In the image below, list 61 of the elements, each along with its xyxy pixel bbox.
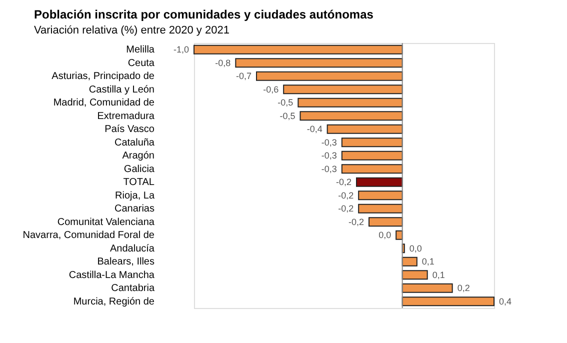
y-tick-label: Comunitat Valenciana	[57, 216, 155, 228]
data-label: -0,2	[338, 190, 354, 200]
data-label: 0,2	[457, 283, 470, 294]
bar	[358, 204, 403, 214]
data-label: 0,1	[432, 270, 445, 280]
bar	[235, 58, 403, 68]
data-label: -0,6	[263, 84, 279, 94]
bar	[368, 217, 403, 227]
bar	[402, 283, 453, 293]
y-tick-label: Aragón	[122, 150, 154, 162]
y-tick-label: Madrid, Comunidad de	[53, 98, 155, 109]
y-tick-label: Extremadura	[97, 110, 155, 122]
chart-title: Población inscrita por comunidades y ciudades autónomas	[34, 8, 374, 22]
y-tick-label: Galicia	[124, 164, 155, 175]
data-label: -0,3	[321, 150, 337, 161]
y-tick-label: Navarra, Comunidad Foral de	[22, 230, 155, 242]
data-label: -1,0	[173, 44, 189, 55]
bar	[358, 190, 403, 200]
y-tick-label: Melilla	[126, 44, 155, 56]
y-tick-label: País Vasco	[104, 124, 155, 136]
y-tick-label: Cantabria	[111, 283, 155, 294]
y-tick-label: Ceuta	[128, 58, 155, 69]
data-label: 0,0	[409, 243, 422, 254]
data-label: 0,1	[422, 256, 434, 267]
chart-subtitle: Variación relativa (%) entre 2020 y 2021	[34, 24, 230, 36]
data-label: -0,2	[348, 216, 364, 227]
data-label: -0,3	[321, 164, 337, 174]
data-label: 0,4	[499, 296, 512, 306]
bar	[402, 256, 418, 266]
y-tick-label: Rioja, La	[115, 190, 155, 202]
y-tick-label: Asturias, Principado de	[52, 71, 155, 82]
y-tick-label: Canarias	[114, 204, 154, 215]
bar	[283, 84, 403, 94]
bar	[356, 177, 403, 187]
bar	[341, 138, 403, 148]
data-label: -0,7	[236, 71, 252, 82]
bar	[341, 164, 403, 174]
data-label: -0,8	[215, 58, 231, 68]
data-label: -0,5	[280, 110, 296, 121]
data-label: -0,3	[321, 137, 337, 148]
bar	[194, 44, 403, 54]
data-label: -0,2	[338, 204, 354, 214]
bar	[326, 124, 403, 134]
data-label: -0,4	[306, 124, 322, 134]
bar	[341, 150, 403, 160]
y-tick-label: Castilla y León	[88, 84, 154, 96]
bar	[298, 98, 403, 108]
bar	[402, 270, 428, 280]
y-tick-label: Andalucía	[110, 243, 155, 254]
data-label: 0,0	[378, 230, 392, 240]
y-tick-label: TOTAL	[123, 177, 155, 188]
y-tick-label: Cataluña	[114, 137, 155, 148]
y-tick-label: Castilla-La Mancha	[68, 270, 155, 281]
bar	[396, 230, 403, 240]
data-label: -0,2	[336, 177, 352, 188]
y-tick-label: Balears, Illes	[97, 256, 154, 268]
bar	[300, 111, 403, 121]
bar	[402, 296, 494, 306]
data-label: -0,5	[278, 98, 294, 108]
y-tick-label: Murcia, Región de	[73, 296, 155, 308]
bar	[256, 71, 403, 81]
